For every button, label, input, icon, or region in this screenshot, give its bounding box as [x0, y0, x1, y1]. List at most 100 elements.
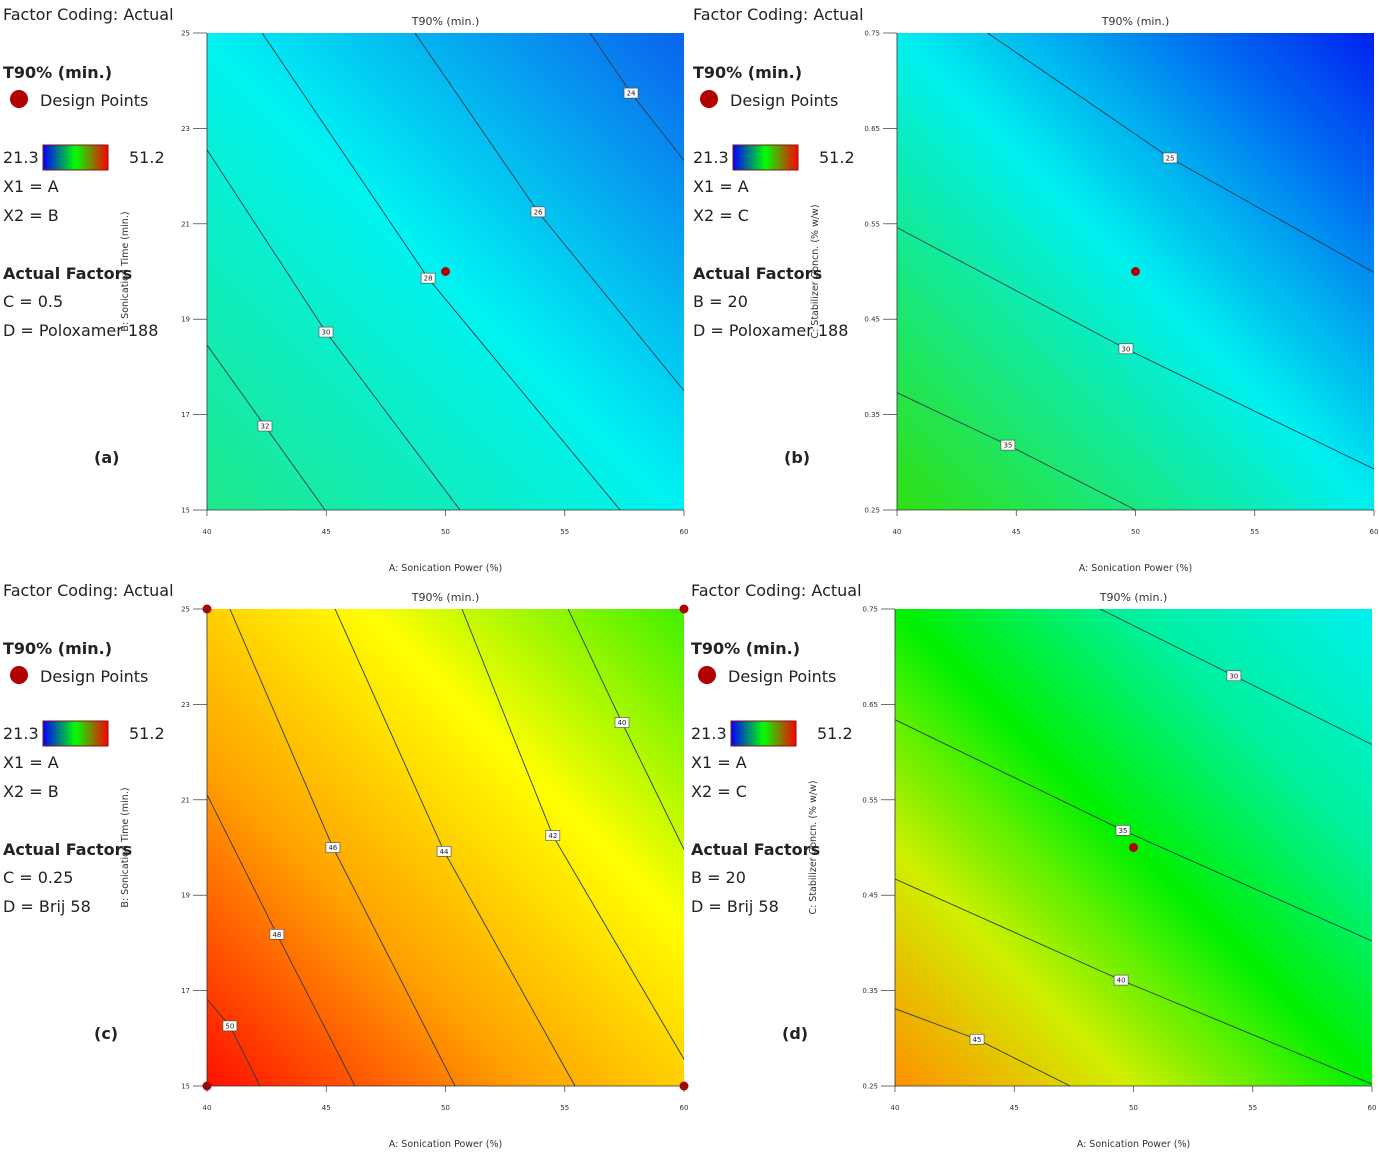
x1-label: X1 = A	[693, 177, 749, 196]
x1-label: X1 = A	[3, 177, 59, 196]
contour-label-box	[1115, 825, 1131, 836]
contour-label: 35	[1119, 827, 1128, 835]
factor-coding-label: Factor Coding: Actual	[3, 581, 174, 600]
y-tick-label: 25	[181, 30, 190, 38]
y-tick-label: 19	[181, 892, 190, 900]
actual-factors-label: Actual Factors	[691, 840, 820, 859]
contour-label: 25	[1166, 154, 1175, 162]
x-tick-label: 55	[1248, 1104, 1257, 1112]
contour-label-box	[1113, 974, 1129, 986]
design-point-legend-icon	[10, 90, 28, 108]
contour-label-box	[257, 420, 273, 432]
contour-label: 44	[440, 848, 449, 856]
design-point	[1129, 843, 1138, 852]
y-tick-label: 0.45	[864, 316, 880, 324]
colorbar	[42, 144, 109, 171]
actual-factors-label: Actual Factors	[3, 264, 132, 283]
design-points-label: Design Points	[40, 91, 148, 110]
response-label: T90% (min.)	[691, 639, 800, 658]
contour-label: 28	[424, 275, 433, 283]
contour-label-box	[969, 1033, 985, 1045]
x-tick-label: 45	[1012, 528, 1021, 536]
panel-label: (a)	[94, 448, 119, 467]
x-tick-label: 45	[322, 528, 331, 536]
colorbar-min: 21.3	[691, 724, 727, 743]
actual-factors-label: Actual Factors	[3, 840, 132, 859]
design-point-legend-icon	[10, 666, 28, 684]
x1-label: X1 = A	[3, 753, 59, 772]
x-axis-label: A: Sonication Power (%)	[1077, 1139, 1191, 1150]
actual-factor-2: D = Brij 58	[3, 897, 91, 916]
contour-label-box	[420, 272, 436, 284]
y-tick-label: 19	[181, 316, 190, 324]
factor-coding-label: Factor Coding: Actual	[3, 5, 174, 24]
x-tick-label: 60	[680, 528, 689, 536]
panel-label: (d)	[782, 1024, 808, 1043]
colorbar-min: 21.3	[3, 148, 39, 167]
y-tick-label: 17	[181, 411, 190, 419]
x-tick-label: 60	[1368, 1104, 1377, 1112]
colorbar-min: 21.3	[693, 148, 729, 167]
colorbar	[730, 720, 797, 747]
actual-factor-2: D = Poloxamer 188	[693, 321, 848, 340]
colorbar-max: 51.2	[129, 724, 165, 743]
x-axis-label: A: Sonication Power (%)	[389, 1139, 503, 1150]
y-tick-label: 21	[181, 796, 190, 804]
factor-coding-label: Factor Coding: Actual	[691, 581, 862, 600]
y-tick-label: 0.55	[862, 796, 878, 804]
colorbar	[732, 144, 799, 171]
contour-label-box	[318, 326, 334, 338]
contour-label: 48	[272, 931, 281, 939]
colorbar-max: 51.2	[817, 724, 853, 743]
y-axis-label: C: Stabilizer Concn. (% w/w)	[808, 780, 819, 914]
contour-label-box	[1000, 439, 1016, 451]
colorbar-max: 51.2	[129, 148, 165, 167]
y-axis-label: B: Sonication Time (min.)	[120, 787, 131, 907]
panel-c: Factor Coding: Actual T90% (min.) Design P…	[3, 581, 689, 1150]
x2-label: X2 = C	[693, 206, 749, 225]
design-points-label: Design Points	[40, 667, 148, 686]
design-point-legend-icon	[698, 666, 716, 684]
contour-label-box	[1162, 152, 1178, 164]
contour-label: 30	[1229, 672, 1238, 680]
response-label: T90% (min.)	[693, 63, 802, 82]
colorbar-min: 21.3	[3, 724, 39, 743]
x-tick-label: 40	[203, 1104, 212, 1112]
y-tick-label: 0.25	[862, 1083, 878, 1091]
design-points-label: Design Points	[730, 91, 838, 110]
design-point	[679, 604, 689, 614]
x-axis-label: A: Sonication Power (%)	[389, 563, 503, 574]
x-tick-label: 60	[680, 1104, 689, 1112]
y-tick-label: 0.25	[864, 507, 880, 515]
contour-label: 40	[1117, 977, 1126, 985]
x-tick-label: 50	[441, 528, 450, 536]
contour-label-box	[1226, 670, 1242, 682]
y-tick-label: 23	[181, 701, 190, 709]
contour-label: 24	[627, 90, 636, 98]
factor-coding-label: Factor Coding: Actual	[693, 5, 864, 24]
x-tick-label: 45	[1010, 1104, 1019, 1112]
design-points-label: Design Points	[728, 667, 836, 686]
x-tick-label: 40	[891, 1104, 900, 1112]
design-point	[1131, 267, 1140, 276]
actual-factor-2: D = Brij 58	[691, 897, 779, 916]
contour-label: 26	[534, 208, 543, 216]
chart-title: T90% (min.)	[1101, 15, 1170, 28]
y-tick-label: 0.75	[862, 606, 878, 614]
x-tick-label: 60	[1370, 528, 1379, 536]
contour-label: 32	[260, 423, 269, 431]
contour-label: 40	[618, 719, 627, 727]
y-tick-label: 0.35	[862, 987, 878, 995]
chart-title: T90% (min.)	[411, 15, 480, 28]
panel-label: (b)	[784, 448, 810, 467]
y-tick-label: 0.55	[864, 220, 880, 228]
y-tick-label: 17	[181, 987, 190, 995]
y-tick-label: 15	[181, 1083, 190, 1091]
actual-factor-2: D = Poloxamer 188	[3, 321, 158, 340]
actual-factor-1: C = 0.5	[3, 292, 63, 311]
x-tick-label: 45	[322, 1104, 331, 1112]
panel-a: Factor Coding: Actual T90% (min.) Design P…	[3, 5, 688, 574]
contour-label-box	[614, 717, 630, 728]
response-label: T90% (min.)	[3, 63, 112, 82]
